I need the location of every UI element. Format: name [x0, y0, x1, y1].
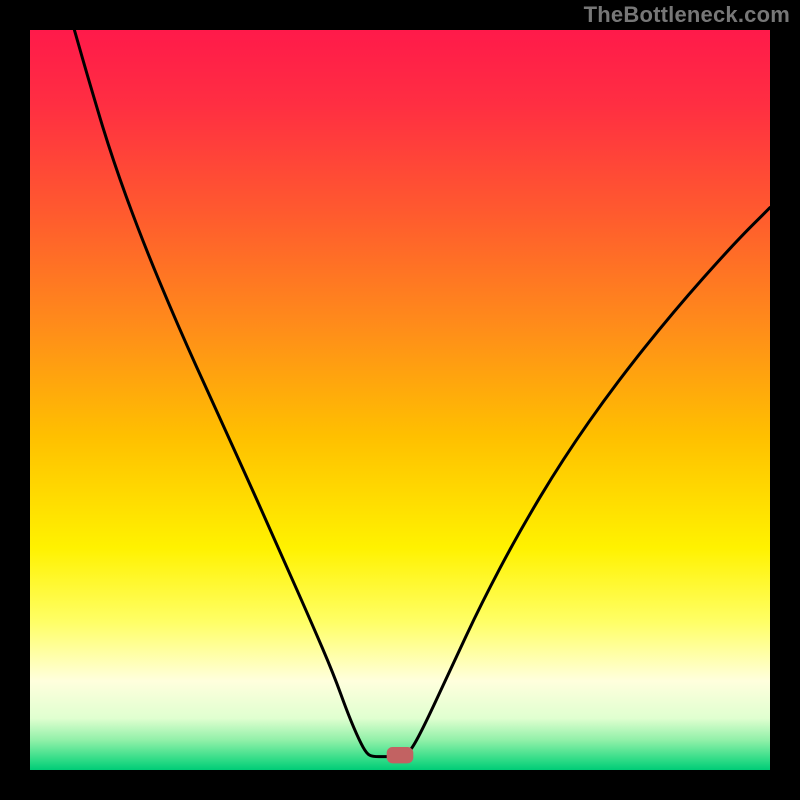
bottleneck-chart: [0, 0, 800, 800]
watermark-text: TheBottleneck.com: [584, 2, 790, 28]
plot-background: [30, 30, 770, 770]
minimum-marker: [387, 747, 414, 763]
